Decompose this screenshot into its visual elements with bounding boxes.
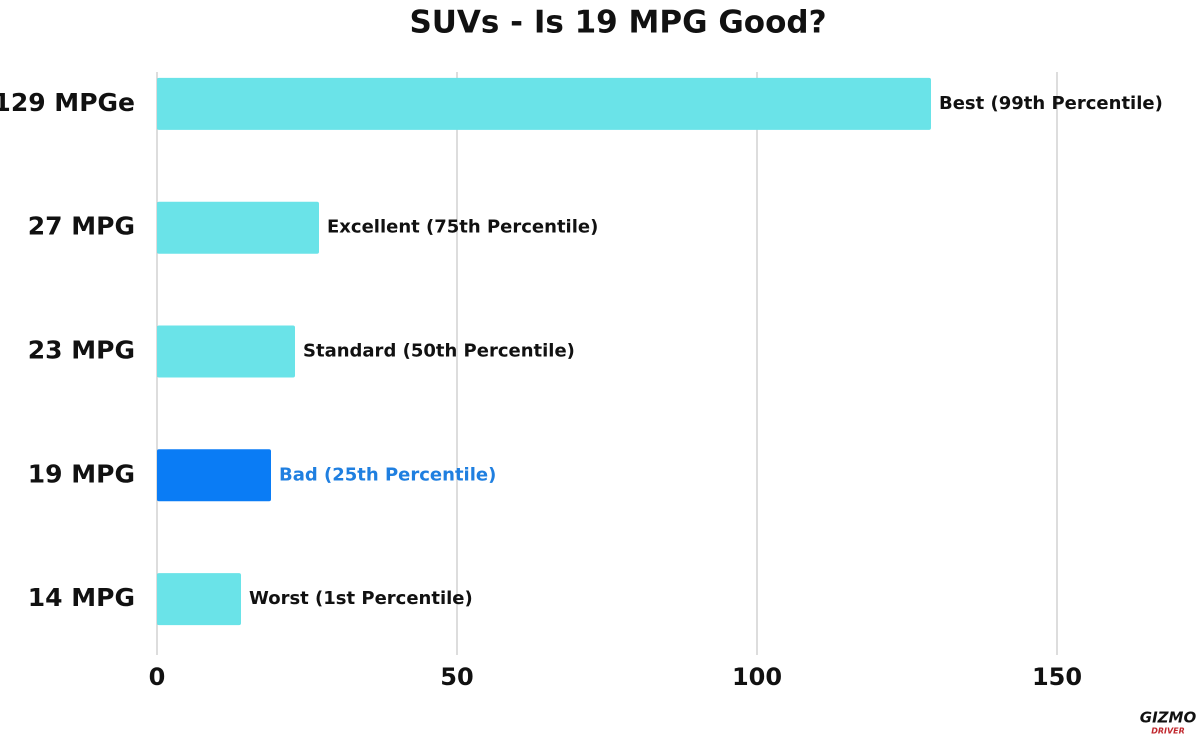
bar-label: Excellent (75th Percentile): [327, 217, 598, 238]
x-tick-label: 50: [440, 663, 473, 691]
y-tick-label: 14 MPG: [28, 583, 135, 612]
bar: [157, 201, 319, 254]
y-tick-label: 129 MPGe: [0, 88, 135, 117]
y-tick-label: 19 MPG: [28, 459, 135, 488]
bar-label: Bad (25th Percentile): [279, 464, 496, 485]
chart-title: SUVs - Is 19 MPG Good?: [409, 5, 826, 41]
x-tick-label: 100: [732, 663, 782, 691]
logo-subtitle: DRIVER: [1151, 727, 1185, 736]
bar-label: Best (99th Percentile): [939, 93, 1163, 114]
bar: [157, 573, 241, 626]
bar: [157, 449, 271, 502]
bar-label: Worst (1st Percentile): [249, 588, 473, 609]
bar-label: Standard (50th Percentile): [303, 341, 575, 362]
bar: [157, 77, 931, 130]
bar: [157, 325, 295, 378]
y-tick-label: 23 MPG: [28, 336, 135, 365]
x-tick-label: 150: [1032, 663, 1082, 691]
x-tick-label: 0: [149, 663, 166, 691]
y-tick-label: 27 MPG: [28, 212, 135, 241]
logo-title: GIZMO: [1140, 709, 1197, 727]
